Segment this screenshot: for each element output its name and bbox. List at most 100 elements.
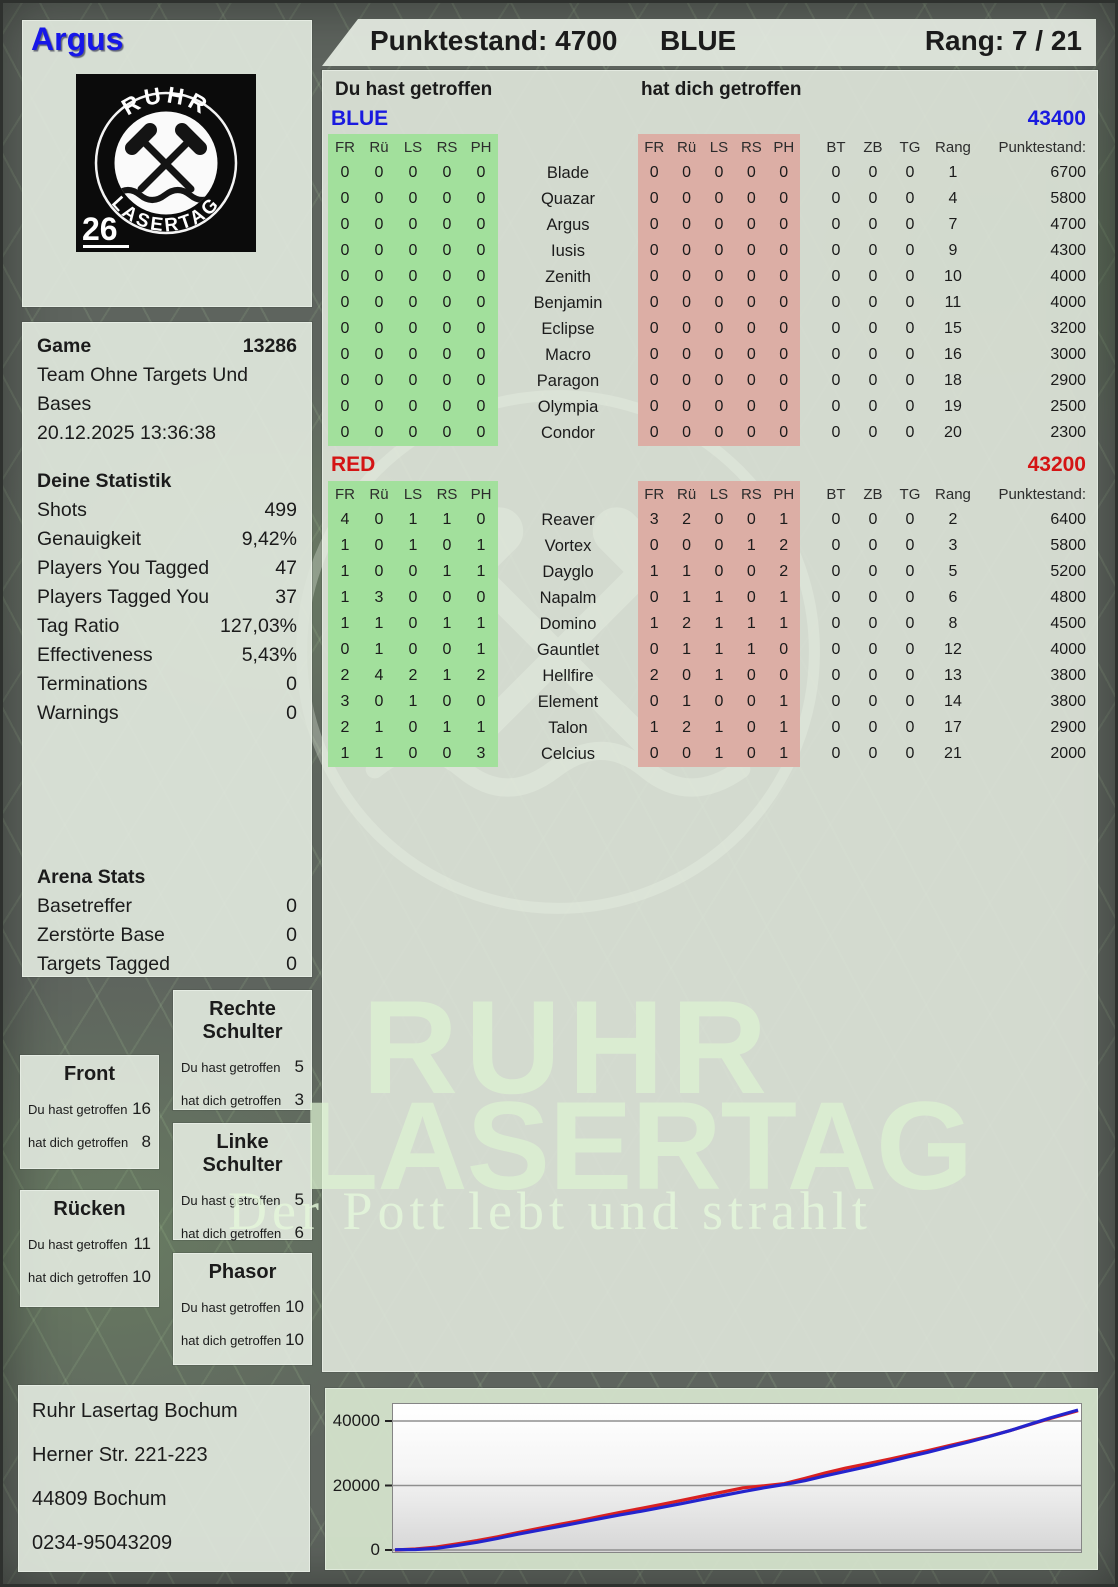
y-tick-label: 0	[370, 1540, 380, 1559]
table-cell: 0	[476, 242, 486, 259]
table-cell: 1	[714, 667, 724, 684]
table-cell: 6	[948, 589, 958, 606]
table-cell: 0	[746, 745, 756, 762]
team-score: 43400	[1027, 107, 1086, 130]
address-line: Ruhr Lasertag Bochum	[32, 1400, 238, 1422]
table-cell: 2300	[1050, 424, 1086, 441]
table-cell: ZB	[863, 485, 883, 503]
table-cell: 0	[868, 164, 878, 181]
table-cell: 0	[682, 745, 692, 762]
table-cell: 0	[905, 615, 915, 632]
table-cell: 0	[682, 242, 692, 259]
you-hit-header: Du hast getroffen	[335, 79, 493, 100]
table-cell: 1	[779, 719, 789, 736]
game-label: Game	[37, 335, 92, 357]
table-cell: 1	[682, 563, 692, 580]
table-cell: 1	[442, 563, 452, 580]
table-cell: 2	[476, 667, 486, 684]
table-cell: Argus	[546, 215, 590, 234]
table-cell: 0	[442, 294, 452, 311]
y-tick-label: 20000	[332, 1475, 380, 1495]
table-cell: 0	[905, 164, 915, 181]
table-cell: 0	[905, 511, 915, 528]
table-cell: 0	[868, 615, 878, 632]
table-cell: 0	[682, 398, 692, 415]
table-cell: Celcius	[540, 744, 596, 763]
table-cell: BT	[826, 138, 846, 156]
table-cell: 0	[649, 242, 659, 259]
table-cell: 0	[340, 242, 350, 259]
table-cell: 0	[779, 398, 789, 415]
table-cell: 1	[779, 589, 789, 606]
table-cell: 0	[374, 372, 384, 389]
table-cell: 0	[476, 190, 486, 207]
table-cell: 0	[476, 693, 486, 710]
crossed-hammers-icon	[114, 123, 218, 203]
table-cell: 4000	[1050, 294, 1086, 311]
table-header-row: FR Rü LS RS PH FR Rü LS RS PH BT ZB TG Rang Punktestan…	[323, 134, 1097, 160]
table-cell: 0	[868, 190, 878, 207]
table-cell: 0	[442, 242, 452, 259]
table-cell: Blade	[546, 163, 590, 182]
table-cell: 0	[868, 294, 878, 311]
table-cell: 0	[831, 719, 841, 736]
table-row: 0 0 0 0 0 Iusis 0 0 0 0 0 0 0 0 9 4300	[323, 238, 1097, 264]
table-cell: 1	[374, 641, 384, 658]
table-cell: FR	[335, 485, 355, 503]
table-cell: 0	[714, 537, 724, 554]
table-cell: 0	[746, 216, 756, 233]
table-cell: 1	[374, 615, 384, 632]
table-cell: 3	[340, 693, 350, 710]
table-cell: 0	[831, 424, 841, 441]
table-cell: 0	[649, 589, 659, 606]
stats-rows: Shots 499 Genauigkeit 9,42% Players You …	[23, 496, 311, 728]
table-cell: 1	[746, 537, 756, 554]
table-cell: 1	[408, 511, 418, 528]
table-cell: 1	[948, 164, 958, 181]
table-cell: 7	[948, 216, 958, 233]
table-cell: 0	[682, 346, 692, 363]
table-cell: Quazar	[540, 189, 596, 208]
table-cell: Gauntlet	[536, 640, 600, 659]
table-cell: 1	[476, 615, 486, 632]
table-cell: TG	[899, 138, 921, 156]
table-cell: 0	[714, 693, 724, 710]
table-cell: 1	[408, 693, 418, 710]
table-cell: 0	[476, 346, 486, 363]
got-label: hat dich getroffen	[28, 1270, 129, 1285]
table-cell: 0	[682, 216, 692, 233]
table-cell: 0	[831, 745, 841, 762]
table-cell: 1	[649, 563, 659, 580]
stat-row: Targets Tagged 0	[37, 950, 297, 979]
table-cell: 1	[714, 719, 724, 736]
table-cell: 0	[905, 216, 915, 233]
table-cell: 0	[868, 641, 878, 658]
table-cell: 0	[868, 372, 878, 389]
table-cell: 1	[682, 589, 692, 606]
table-cell: 4300	[1050, 242, 1086, 259]
table-cell: 0	[746, 667, 756, 684]
table-cell: 4700	[1050, 216, 1086, 233]
table-cell: 0	[374, 294, 384, 311]
table-row: 0 0 0 0 0 Zenith 0 0 0 0 0 0 0 0 10 4000	[323, 264, 1097, 290]
table-cell: 0	[374, 242, 384, 259]
table-cell: LS	[709, 138, 729, 156]
table-cell: 0	[746, 242, 756, 259]
table-cell: 0	[831, 294, 841, 311]
table-cell: 1	[476, 719, 486, 736]
header-team: BLUE	[660, 25, 737, 56]
wave-icon	[114, 187, 218, 203]
table-cell: 0	[868, 693, 878, 710]
table-cell: PH	[470, 485, 492, 503]
table-cell: 0	[442, 424, 452, 441]
table-cell: 0	[831, 641, 841, 658]
table-cell: 14	[944, 693, 962, 710]
table-cell: 0	[779, 320, 789, 337]
table-cell: 1	[779, 511, 789, 528]
table-cell: 1	[442, 615, 452, 632]
stat-value: 37	[275, 586, 297, 608]
table-cell: 0	[408, 398, 418, 415]
table-cell: 0	[442, 641, 452, 658]
stat-label: Basetreffer	[37, 895, 133, 917]
stat-row: Zerstörte Base 0	[37, 921, 297, 950]
